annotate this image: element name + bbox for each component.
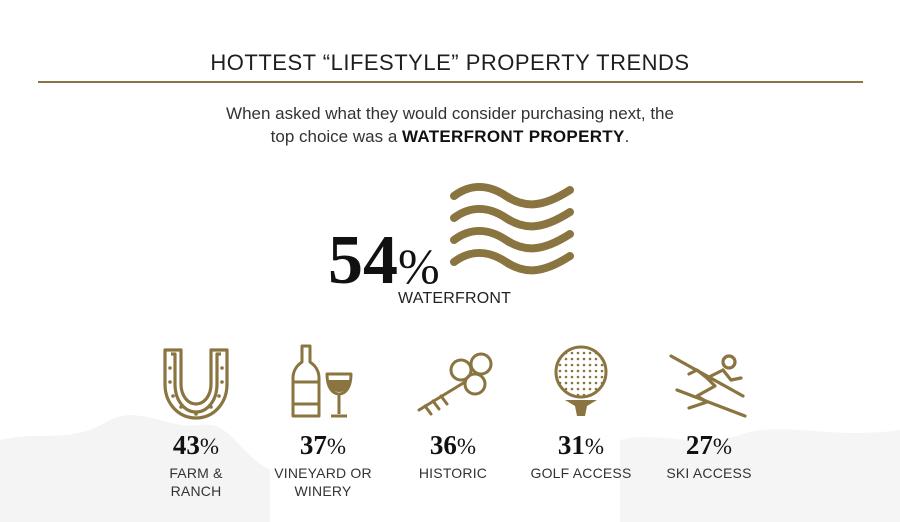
wine-icon <box>291 344 353 418</box>
trend-vineyard-winery: 37% VINEYARD OR WINERY <box>253 340 393 500</box>
farm-ranch-label-line2: RANCH <box>170 483 222 499</box>
intro-line-1: When asked what they would consider purc… <box>226 104 674 123</box>
waterfront-unit: % <box>398 238 440 294</box>
ski-access-value: 27 <box>685 430 713 460</box>
golf-ball-icon <box>554 345 608 416</box>
ski-access-unit: % <box>712 434 733 459</box>
intro-suffix: . <box>624 127 630 146</box>
waterfront-percent: 54% <box>328 226 440 301</box>
horseshoe-icon <box>163 348 229 420</box>
historic-label-line1: HISTORIC <box>418 465 488 481</box>
vineyard-winery-label-line1: VINEYARD OR <box>274 465 372 481</box>
golf-access-percent: 31% <box>511 430 651 462</box>
farm-ranch-label-line1: FARM & <box>169 465 223 481</box>
trend-farm-ranch: 43% FARM & RANCH <box>126 340 266 500</box>
vineyard-winery-value: 37 <box>299 430 327 460</box>
ski-access-label: SKI ACCESS <box>639 464 779 482</box>
golf-access-value: 31 <box>557 430 585 460</box>
farm-ranch-percent: 43% <box>126 430 266 462</box>
trend-golf-access: 31% GOLF ACCESS <box>511 340 651 482</box>
golf-access-label: GOLF ACCESS <box>511 464 651 482</box>
vineyard-winery-label: VINEYARD OR WINERY <box>253 464 393 500</box>
historic-label: HISTORIC <box>383 464 523 482</box>
historic-percent: 36% <box>383 430 523 462</box>
vineyard-winery-label-line2: WINERY <box>294 483 352 499</box>
skier-icon <box>669 354 747 418</box>
golf-access-label-line1: GOLF ACCESS <box>530 465 632 481</box>
farm-ranch-unit: % <box>199 434 220 459</box>
intro-text: When asked what they would consider purc… <box>0 102 900 148</box>
historic-unit: % <box>456 434 477 459</box>
ski-access-percent: 27% <box>639 430 779 462</box>
vineyard-winery-percent: 37% <box>253 430 393 462</box>
title-divider <box>38 81 863 83</box>
intro-prefix: top choice was a <box>270 127 402 146</box>
ski-access-label-line1: SKI ACCESS <box>666 465 752 481</box>
farm-ranch-label: FARM & RANCH <box>126 464 266 500</box>
intro-emphasis: WATERFRONT PROPERTY <box>402 127 625 146</box>
key-icon <box>417 352 493 416</box>
trend-historic: 36% HISTORIC <box>383 340 523 482</box>
farm-ranch-value: 43 <box>172 430 200 460</box>
historic-value: 36 <box>429 430 457 460</box>
waves-icon <box>450 183 574 275</box>
trend-ski-access: 27% SKI ACCESS <box>639 340 779 482</box>
page-title: HOTTEST “LIFESTYLE” PROPERTY TRENDS <box>210 50 690 75</box>
waterfront-value: 54 <box>328 222 398 299</box>
vineyard-winery-unit: % <box>326 434 347 459</box>
golf-access-unit: % <box>584 434 605 459</box>
intro-line-2: top choice was a WATERFRONT PROPERTY. <box>0 125 900 148</box>
waterfront-label: WATERFRONT <box>398 290 512 307</box>
